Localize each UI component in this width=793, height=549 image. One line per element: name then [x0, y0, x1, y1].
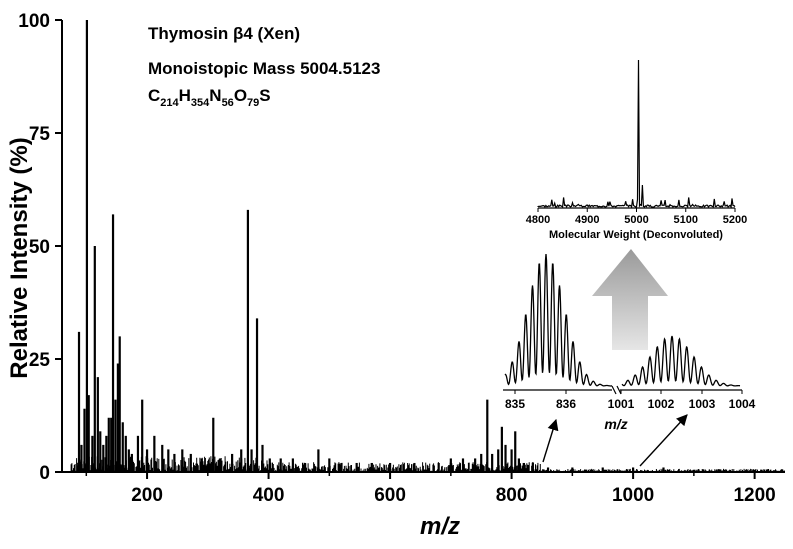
x-tick-label: 1200 [733, 485, 775, 506]
isotope-zoom-inset: 835 836 1001 1002 1003 1004 m/z [503, 253, 756, 432]
zoom-tick-label: 836 [556, 397, 576, 411]
y-tick-label: 75 [29, 124, 51, 145]
zoom-tick-label: 1003 [689, 397, 716, 411]
deconvoluted-trace [537, 59, 736, 209]
inset-tick-label: 4900 [575, 214, 599, 226]
y-tick-label: 100 [18, 11, 50, 32]
y-tick-label: 50 [29, 237, 50, 258]
deconvoluted-inset: 4800 4900 5000 5100 5200 Molecular Weight (D… [526, 59, 747, 241]
noise-trace [70, 456, 785, 472]
isotope-trace-1002 [621, 335, 741, 387]
inset-tick-label: 5000 [624, 214, 648, 226]
spectrum-peaks [77, 20, 756, 472]
y-tick-label: 0 [39, 463, 50, 484]
inset-tick-label: 5200 [723, 214, 747, 226]
inset-tick-label: 4800 [526, 214, 550, 226]
y-axis-title: Relative Intensity (%) [6, 137, 33, 378]
zoom-x-ticks: 835 836 1001 1002 1003 1004 [505, 390, 756, 411]
x-axis-ticks: 200 400 600 800 1000 1200 [85, 472, 776, 506]
pointer-arrow-835 [542, 418, 559, 463]
y-tick-label: 25 [29, 350, 51, 371]
inset-tick-label: 5100 [674, 214, 698, 226]
zoom-tick-label: 1001 [608, 397, 635, 411]
x-axis-title: m/z [420, 513, 460, 540]
axis-break-mark [611, 385, 617, 395]
pointer-arrow-1002 [639, 414, 688, 467]
monoisotopic-mass: Monoistopic Mass 5004.5123 [148, 59, 380, 78]
compound-title: Thymosin β4 (Xen) [148, 24, 300, 43]
x-tick-label: 400 [253, 485, 285, 506]
zoom-x-label: m/z [604, 416, 627, 432]
baseline-noise [70, 456, 785, 472]
x-tick-label: 200 [131, 485, 163, 506]
inset-x-label: Molecular Weight (Deconvoluted) [549, 229, 723, 241]
isotope-trace-835 [504, 253, 612, 387]
x-tick-label: 600 [374, 485, 406, 506]
zoom-tick-label: 835 [505, 397, 525, 411]
axis-break-mark [616, 385, 622, 395]
x-tick-label: 1000 [612, 485, 654, 506]
y-axis-ticks: 0 25 50 75 100 [18, 11, 62, 484]
deconvolution-arrow [592, 249, 668, 350]
zoom-tick-label: 1004 [729, 397, 756, 411]
zoom-tick-label: 1002 [648, 397, 675, 411]
inset-x-ticks: 4800 4900 5000 5100 5200 [526, 208, 747, 226]
molecular-formula: C214H354N56O79S [148, 86, 271, 109]
x-tick-label: 800 [496, 485, 528, 506]
